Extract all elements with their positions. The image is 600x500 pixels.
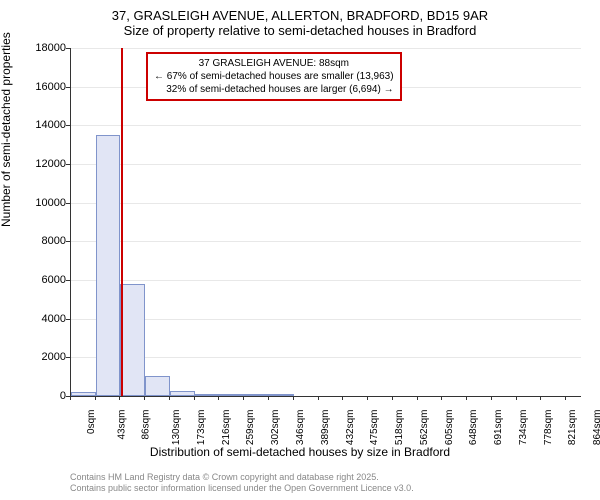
annotation-line-3: 32% of semi-detached houses are larger (… [154, 83, 394, 96]
grid-line [71, 241, 581, 242]
x-tick-label: 432sqm [345, 410, 356, 446]
y-tick-mark [66, 280, 70, 281]
y-tick-label: 4000 [16, 313, 66, 325]
x-tick-mark [367, 396, 368, 400]
x-tick-mark [491, 396, 492, 400]
x-tick-mark [540, 396, 541, 400]
grid-line [71, 203, 581, 204]
histogram-bar [96, 135, 121, 396]
y-axis-label: Number of semi-detached properties [0, 32, 13, 227]
annotation-line-1: 37 GRASLEIGH AVENUE: 88sqm [154, 57, 394, 70]
x-tick-label: 86sqm [141, 410, 152, 440]
histogram-bar [170, 391, 195, 396]
grid-line [71, 319, 581, 320]
x-tick-label: 302sqm [270, 410, 281, 446]
x-tick-label: 518sqm [394, 410, 405, 446]
x-tick-label: 346sqm [295, 410, 306, 446]
y-tick-mark [66, 87, 70, 88]
x-tick-label: 389sqm [320, 410, 331, 446]
x-tick-label: 864sqm [592, 410, 600, 446]
x-tick-mark [441, 396, 442, 400]
title-line-2: Size of property relative to semi-detach… [0, 23, 600, 38]
grid-line [71, 48, 581, 49]
grid-line [71, 125, 581, 126]
histogram-bar [120, 284, 145, 396]
y-tick-mark [66, 203, 70, 204]
x-tick-label: 734sqm [518, 410, 529, 446]
y-tick-mark [66, 48, 70, 49]
x-axis-label: Distribution of semi-detached houses by … [0, 445, 600, 459]
x-tick-mark [342, 396, 343, 400]
x-tick-label: 778sqm [543, 410, 554, 446]
x-tick-mark [318, 396, 319, 400]
histogram-bar [71, 392, 96, 396]
x-tick-mark [516, 396, 517, 400]
y-tick-label: 10000 [16, 197, 66, 209]
x-tick-mark [417, 396, 418, 400]
x-tick-mark [70, 396, 71, 400]
y-tick-label: 2000 [16, 351, 66, 363]
y-tick-label: 8000 [16, 235, 66, 247]
x-tick-label: 605sqm [444, 410, 455, 446]
histogram-bar [244, 394, 269, 396]
y-tick-label: 0 [16, 390, 66, 402]
title-line-1: 37, GRASLEIGH AVENUE, ALLERTON, BRADFORD… [0, 0, 600, 23]
y-tick-mark [66, 125, 70, 126]
grid-line [71, 357, 581, 358]
x-tick-label: 259sqm [245, 410, 256, 446]
y-tick-mark [66, 357, 70, 358]
y-tick-mark [66, 241, 70, 242]
y-tick-mark [66, 319, 70, 320]
annotation-line-2: ← 67% of semi-detached houses are smalle… [154, 70, 394, 83]
x-tick-mark [392, 396, 393, 400]
x-tick-mark [466, 396, 467, 400]
x-tick-mark [95, 396, 96, 400]
footer-line-2: Contains public sector information licen… [70, 483, 414, 494]
x-tick-mark [565, 396, 566, 400]
x-tick-mark [218, 396, 219, 400]
x-tick-mark [169, 396, 170, 400]
plot-area: 37 GRASLEIGH AVENUE: 88sqm← 67% of semi-… [70, 48, 581, 397]
histogram-bar [269, 394, 294, 396]
x-tick-label: 43sqm [116, 410, 127, 440]
y-tick-label: 6000 [16, 274, 66, 286]
x-tick-label: 648sqm [468, 410, 479, 446]
grid-line [71, 164, 581, 165]
grid-line [71, 280, 581, 281]
y-tick-label: 16000 [16, 81, 66, 93]
x-tick-mark [194, 396, 195, 400]
histogram-bar [219, 394, 244, 396]
x-tick-mark [293, 396, 294, 400]
x-tick-label: 216sqm [221, 410, 232, 446]
annotation-box: 37 GRASLEIGH AVENUE: 88sqm← 67% of semi-… [146, 52, 402, 101]
x-tick-label: 475sqm [369, 410, 380, 446]
footer-attribution: Contains HM Land Registry data © Crown c… [70, 472, 414, 494]
x-tick-label: 173sqm [196, 410, 207, 446]
y-tick-label: 14000 [16, 119, 66, 131]
y-tick-label: 12000 [16, 158, 66, 170]
x-tick-mark [268, 396, 269, 400]
x-tick-label: 691sqm [493, 410, 504, 446]
footer-line-1: Contains HM Land Registry data © Crown c… [70, 472, 414, 483]
y-tick-mark [66, 164, 70, 165]
x-tick-mark [119, 396, 120, 400]
histogram-bar [195, 394, 220, 396]
histogram-bar [145, 376, 170, 396]
chart-container: 37, GRASLEIGH AVENUE, ALLERTON, BRADFORD… [0, 0, 600, 500]
x-tick-mark [144, 396, 145, 400]
x-tick-label: 821sqm [568, 410, 579, 446]
property-marker-line [121, 48, 123, 396]
x-tick-label: 562sqm [419, 410, 430, 446]
x-tick-label: 130sqm [172, 410, 183, 446]
x-tick-label: 0sqm [86, 410, 97, 434]
y-tick-label: 18000 [16, 42, 66, 54]
x-tick-mark [243, 396, 244, 400]
